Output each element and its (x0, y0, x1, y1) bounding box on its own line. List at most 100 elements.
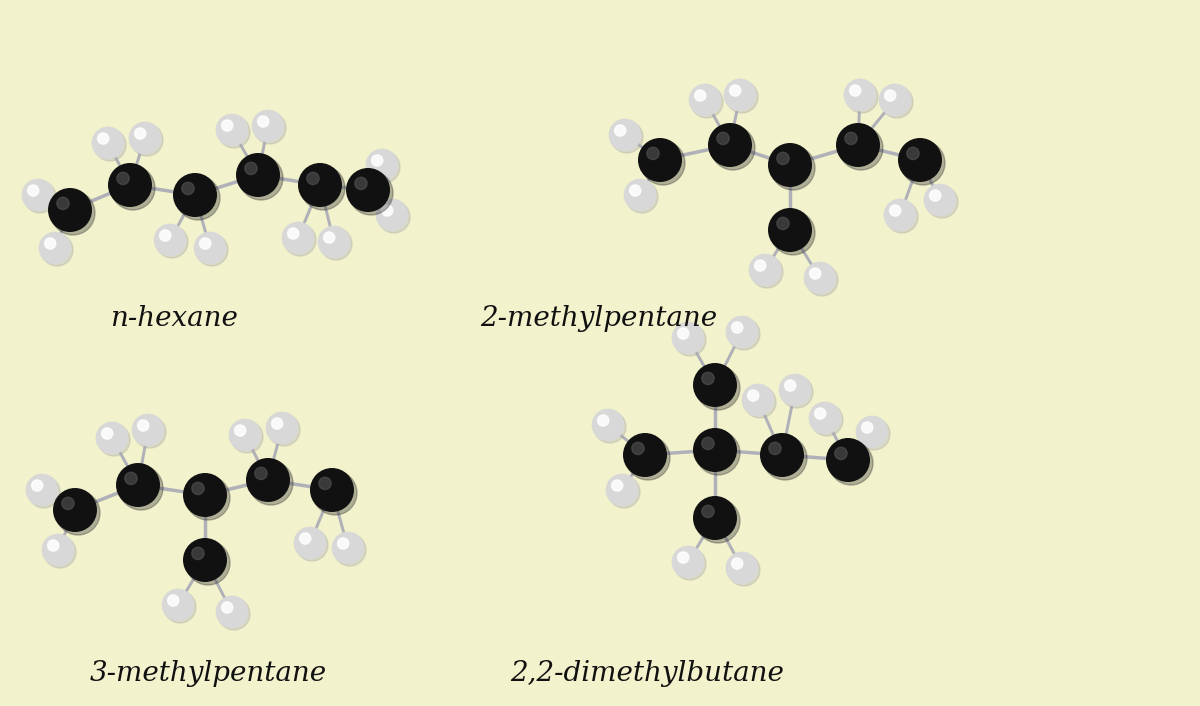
Circle shape (324, 232, 335, 243)
Circle shape (337, 538, 349, 549)
Circle shape (772, 211, 815, 255)
Circle shape (835, 447, 847, 460)
Circle shape (785, 380, 796, 391)
Circle shape (901, 141, 946, 185)
Circle shape (38, 232, 71, 264)
Circle shape (44, 238, 56, 249)
Circle shape (282, 222, 314, 254)
Circle shape (125, 472, 137, 484)
Circle shape (349, 171, 394, 215)
Circle shape (119, 466, 163, 510)
Circle shape (98, 424, 130, 456)
Circle shape (218, 116, 250, 148)
Circle shape (366, 149, 398, 181)
Circle shape (246, 458, 290, 502)
Circle shape (319, 477, 331, 489)
Circle shape (748, 390, 758, 401)
Circle shape (186, 541, 230, 585)
Circle shape (755, 260, 766, 271)
Circle shape (266, 412, 298, 444)
Circle shape (116, 172, 130, 184)
Circle shape (726, 316, 758, 348)
Circle shape (647, 148, 659, 160)
Circle shape (878, 84, 911, 116)
Circle shape (612, 480, 623, 491)
Circle shape (608, 476, 640, 508)
Circle shape (134, 128, 146, 139)
Circle shape (810, 268, 821, 279)
Circle shape (638, 138, 682, 182)
Circle shape (130, 122, 161, 154)
Circle shape (881, 86, 913, 118)
Circle shape (924, 184, 956, 216)
Circle shape (92, 127, 124, 159)
Circle shape (672, 546, 704, 578)
Circle shape (674, 324, 706, 356)
Circle shape (694, 428, 737, 472)
Circle shape (724, 79, 756, 111)
Circle shape (776, 152, 790, 164)
Circle shape (320, 228, 352, 260)
Circle shape (632, 442, 644, 455)
Circle shape (779, 374, 811, 406)
Circle shape (749, 254, 781, 286)
Circle shape (776, 217, 790, 229)
Circle shape (689, 84, 721, 116)
Circle shape (694, 496, 737, 540)
Circle shape (804, 262, 836, 294)
Circle shape (22, 179, 54, 211)
Circle shape (258, 116, 269, 127)
Circle shape (732, 322, 743, 333)
Circle shape (826, 438, 870, 482)
Circle shape (886, 201, 918, 233)
Circle shape (382, 205, 392, 216)
Circle shape (829, 441, 874, 485)
Circle shape (884, 90, 896, 101)
Circle shape (296, 529, 328, 561)
Circle shape (702, 372, 714, 385)
Circle shape (131, 124, 163, 156)
Circle shape (716, 132, 730, 145)
Circle shape (930, 190, 941, 201)
Circle shape (307, 172, 319, 184)
Circle shape (44, 536, 76, 568)
Circle shape (53, 488, 97, 532)
Circle shape (176, 176, 220, 220)
Circle shape (31, 480, 43, 491)
Circle shape (294, 527, 326, 559)
Circle shape (134, 416, 166, 448)
Circle shape (672, 322, 704, 354)
Circle shape (592, 409, 624, 441)
Circle shape (56, 197, 70, 210)
Circle shape (678, 552, 689, 563)
Circle shape (760, 433, 804, 477)
Circle shape (811, 404, 842, 436)
Circle shape (809, 402, 841, 434)
Circle shape (24, 181, 56, 213)
Circle shape (726, 552, 758, 584)
Circle shape (218, 598, 250, 630)
Circle shape (48, 540, 59, 551)
Circle shape (368, 151, 400, 183)
Circle shape (702, 505, 714, 517)
Circle shape (112, 166, 155, 210)
Circle shape (626, 181, 658, 213)
Circle shape (116, 463, 160, 507)
Circle shape (594, 411, 626, 443)
Circle shape (42, 534, 74, 566)
Circle shape (156, 226, 188, 258)
Circle shape (132, 414, 164, 446)
Circle shape (845, 132, 857, 145)
Circle shape (239, 156, 283, 200)
Circle shape (108, 163, 152, 207)
Circle shape (97, 133, 109, 144)
Circle shape (694, 363, 737, 407)
Text: n-hexane: n-hexane (110, 305, 238, 332)
Circle shape (160, 230, 170, 241)
Circle shape (102, 428, 113, 439)
Circle shape (695, 90, 706, 101)
Circle shape (164, 591, 196, 623)
Text: 2-methylpentane: 2-methylpentane (480, 305, 718, 332)
Circle shape (236, 153, 280, 197)
Circle shape (310, 468, 354, 512)
